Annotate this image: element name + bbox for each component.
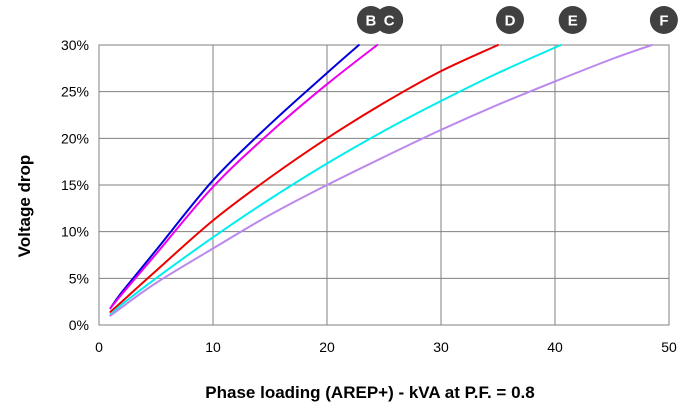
x-tick-labels: 0 10 20 30 40 50 [95,339,677,355]
series-lines [109,44,653,317]
x-tick-label: 0 [95,339,103,355]
series-badge-e [558,6,587,34]
x-tick-label: 10 [205,339,221,355]
series-badge-label: D [505,13,516,30]
y-tick-label: 25% [61,84,89,100]
series-badge-c [375,6,404,34]
y-tick-label: 15% [61,177,89,193]
x-tick-label: 30 [433,339,449,355]
series-badge-d [496,6,524,34]
series-badge-f [649,6,678,34]
y-tick-label: 10% [61,224,89,240]
grid [98,44,670,326]
y-tick-label: 20% [61,130,89,146]
y-tick-label: 0% [69,317,89,333]
series-line-c [109,44,379,310]
x-tick-label: 40 [547,339,563,355]
series-badge-label: E [568,13,578,30]
series-line-e [109,44,562,316]
series-badge-label: C [384,13,395,30]
series-badge-label: F [659,13,668,30]
series-line-f [109,44,653,317]
plot-frame [98,44,670,326]
x-axis-title: Phase loading (AREP+) - kVA at P.F. = 0.… [205,383,534,402]
series-line-b [109,44,360,310]
series-badge-label: B [365,13,376,30]
series-line-d [109,44,499,313]
y-tick-label: 5% [69,270,89,286]
y-axis-title: Voltage drop [15,155,34,258]
y-tick-label: 30% [61,37,89,53]
y-tick-labels: 0% 5% 10% 15% 20% 25% 30% [61,37,89,333]
x-tick-label: 20 [319,339,335,355]
x-tick-label: 50 [661,339,677,355]
